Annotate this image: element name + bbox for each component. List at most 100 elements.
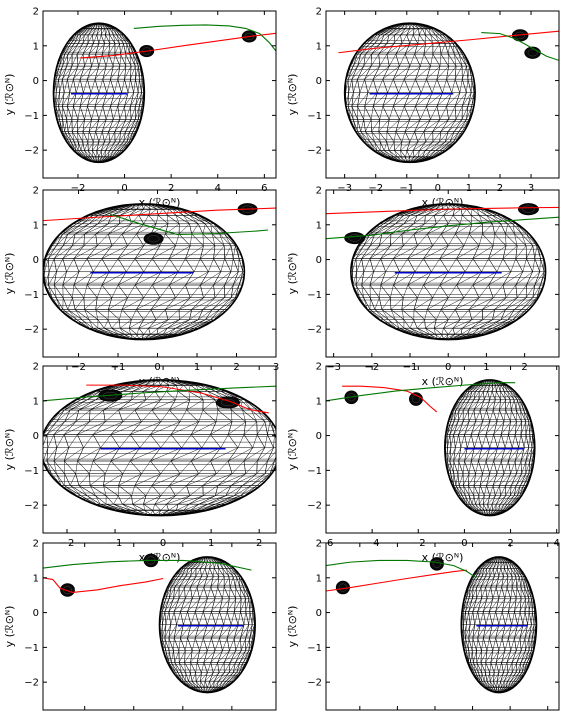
y-tick-label: −2 (24, 325, 39, 336)
x-tick-label: −1 (111, 362, 126, 373)
ellipsoid-mesh (444, 379, 536, 517)
y-tick-label: 0 (33, 76, 39, 87)
ellipsoid-mesh (158, 556, 256, 694)
series-line-1 (86, 384, 269, 414)
y-axis-label: y (ℛ⊙ᴺ) (3, 429, 16, 471)
axes-frame (325, 365, 560, 534)
y-tick-label: −2 (24, 678, 39, 689)
y-tick-label: 2 (316, 539, 322, 550)
body-2 (215, 396, 240, 409)
y-tick-label: −1 (24, 643, 39, 654)
y-tick-label: −1 (24, 466, 39, 477)
x-tick-label: 6 (261, 183, 267, 194)
y-tick-label: −1 (307, 466, 322, 477)
ellipsoid-mesh (43, 379, 276, 517)
y-tick-label: 1 (316, 573, 322, 584)
plot-area (326, 379, 536, 517)
body-mesh (348, 234, 361, 242)
y-tick-label: −2 (307, 146, 322, 157)
x-tick-label: −2 (71, 183, 86, 194)
y-tick-label: −1 (24, 290, 39, 301)
y-tick-label: 2 (316, 186, 322, 197)
body-mesh (147, 235, 160, 243)
chart-panel-4: −3 −2 −1 0 1 2 −2 −1 0 1 2 x (ℛ⊙ᴺ) y (ℛ⊙ᴺ) (286, 186, 560, 388)
series-line-2 (326, 216, 559, 240)
axes-frame (42, 542, 277, 711)
y-tick-label: 0 (33, 255, 39, 266)
x-tick-label: −3 (337, 183, 352, 194)
y-tick-label: 1 (316, 220, 322, 231)
series-line-1 (80, 32, 276, 59)
series-line-1 (326, 569, 467, 592)
y-axis-label: y (ℛ⊙ᴺ) (286, 253, 299, 295)
series-line-2 (43, 559, 252, 571)
x-tick-label: −3 (326, 362, 341, 373)
y-tick-label: 0 (316, 608, 322, 619)
x-tick-label: 2 (168, 183, 174, 194)
y-axis-label: y (ℛ⊙ᴺ) (286, 429, 299, 471)
x-tick-label: 0 (445, 362, 451, 373)
plot-area (43, 379, 276, 517)
y-tick-label: 2 (33, 362, 39, 373)
plot-area (326, 203, 559, 341)
series-line-2 (326, 382, 516, 402)
series-line-2 (43, 385, 276, 402)
x-tick-label: 2 (233, 362, 239, 373)
series-line-2 (109, 213, 269, 236)
y-tick-label: 2 (316, 7, 322, 18)
x-tick-label: −1 (403, 362, 418, 373)
ellipsoid-mesh (460, 556, 538, 694)
y-tick-label: −1 (307, 643, 322, 654)
y-tick-label: −2 (307, 325, 322, 336)
axes-frame (325, 189, 560, 358)
series-line-2 (133, 24, 276, 52)
body-mesh (63, 585, 72, 594)
ellipsoid-mesh (343, 22, 476, 164)
axes-frame (42, 10, 277, 179)
axes-frame (42, 365, 277, 534)
body-mesh (220, 398, 236, 407)
plot-area (326, 556, 538, 694)
ellipsoid-mesh (350, 203, 547, 341)
x-tick-label: −1 (399, 183, 414, 194)
y-tick-label: 0 (33, 431, 39, 442)
series-line-1 (43, 207, 276, 222)
axes-frame (325, 542, 560, 711)
y-tick-label: −2 (307, 678, 322, 689)
series-line-1 (326, 206, 559, 215)
y-tick-label: 1 (33, 396, 39, 407)
x-tick-label: −2 (71, 362, 86, 373)
y-tick-label: −2 (307, 501, 322, 512)
y-tick-label: 1 (33, 573, 39, 584)
y-axis-label: y (ℛ⊙ᴺ) (3, 253, 16, 295)
y-tick-label: 1 (33, 220, 39, 231)
plot-area (43, 553, 256, 694)
axes-frame (325, 10, 560, 179)
y-tick-label: 2 (33, 7, 39, 18)
y-axis-label: y (ℛ⊙ᴺ) (286, 606, 299, 648)
x-tick-label: 1 (194, 362, 200, 373)
y-tick-label: 0 (33, 608, 39, 619)
y-axis-label: y (ℛ⊙ᴺ) (286, 74, 299, 116)
y-tick-label: 1 (33, 41, 39, 52)
body-1 (344, 231, 366, 245)
series-line-1 (43, 577, 164, 593)
y-tick-label: −1 (307, 290, 322, 301)
x-tick-label: 3 (528, 183, 534, 194)
y-tick-label: −1 (24, 111, 39, 122)
x-tick-label: 1 (483, 362, 489, 373)
body-2 (518, 203, 539, 216)
x-tick-label: 0 (435, 183, 441, 194)
x-axis-label: x (ℛ⊙ᴺ) (422, 375, 464, 388)
x-tick-label: −2 (368, 183, 383, 194)
body-2 (143, 232, 164, 245)
plot-area (43, 203, 276, 341)
